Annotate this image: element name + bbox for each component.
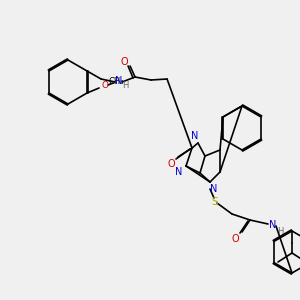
Text: O: O — [102, 80, 109, 89]
Text: O: O — [120, 57, 128, 67]
Text: N: N — [191, 131, 199, 141]
Text: N: N — [116, 76, 123, 86]
Text: S: S — [212, 197, 218, 207]
Text: CH₃: CH₃ — [108, 77, 124, 86]
Text: N: N — [210, 184, 218, 194]
Text: H: H — [277, 226, 283, 236]
Text: O: O — [231, 234, 239, 244]
Text: H: H — [122, 82, 128, 91]
Text: O: O — [167, 159, 175, 169]
Text: N: N — [269, 220, 277, 230]
Text: N: N — [175, 167, 183, 177]
